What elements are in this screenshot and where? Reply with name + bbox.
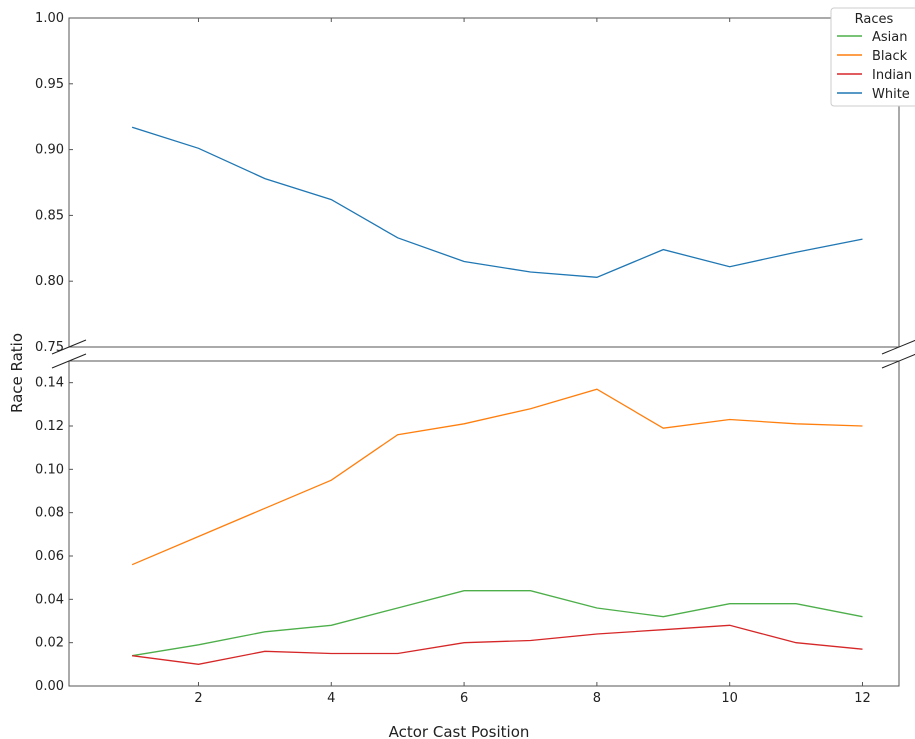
top-series-lines: [131, 126, 863, 278]
legend-label-black: Black: [872, 49, 908, 64]
x-tick-label: 12: [854, 691, 871, 706]
bottom-y-tick-label: 0.08: [35, 506, 64, 521]
bottom-break-marks: [51, 353, 915, 369]
x-tick-label: 10: [721, 691, 738, 706]
bottom-panel-frame: [68, 360, 900, 687]
bottom-y-tick-label: 0.12: [35, 419, 64, 434]
bottom-y-tick-label: 0.02: [35, 636, 64, 651]
top-y-tick-label: 0.95: [35, 77, 64, 92]
legend: Races Asian Black Indian White: [830, 7, 915, 107]
x-axis-label: Actor Cast Position: [389, 723, 530, 739]
y-axis-label: Race Ratio: [8, 333, 26, 413]
legend-label-white: White: [872, 87, 910, 102]
x-tick-label: 2: [194, 691, 202, 706]
series-line-black: [131, 388, 863, 566]
x-tick-label: 6: [460, 691, 468, 706]
top-y-tick-label: 0.80: [35, 274, 64, 289]
x-tick-label: 4: [327, 691, 335, 706]
top-x-ticks: [197, 18, 863, 22]
series-line-indian: [132, 624, 863, 665]
bottom-x-ticks: 2 4 6 8 10 12: [194, 682, 871, 706]
bottom-y-tick-label: 0.06: [35, 549, 64, 564]
bottom-y-tick-label: 0.10: [35, 462, 64, 477]
bottom-y-tick-label: 0.04: [35, 592, 64, 607]
bottom-y-ticks: 0.00 0.02 0.04 0.06 0.08 0.10 0.12 0.14: [35, 376, 73, 694]
legend-entries: Asian Black Indian White: [837, 30, 912, 102]
bottom-series-lines: [131, 388, 863, 665]
top-panel: 0.75 0.80 0.85 0.90 0.95 1.00: [35, 11, 915, 355]
top-break-marks: [51, 339, 915, 355]
top-panel-frame: [68, 17, 900, 348]
legend-title: Races: [855, 12, 894, 27]
top-y-tick-label: 0.90: [35, 143, 64, 158]
series-line-asian: [131, 590, 863, 657]
series-line-white: [131, 126, 863, 278]
legend-label-asian: Asian: [872, 30, 907, 45]
top-y-tick-label: 0.75: [35, 340, 64, 355]
top-y-ticks: 0.75 0.80 0.85 0.90 0.95 1.00: [35, 11, 73, 355]
bottom-panel: 0.00 0.02 0.04 0.06 0.08 0.10 0.12 0.14 2 4 6 8 10 1…: [35, 353, 915, 706]
bottom-y-tick-label: 0.14: [35, 376, 64, 391]
top-y-tick-label: 1.00: [35, 11, 64, 26]
legend-box: [830, 7, 915, 107]
legend-label-indian: Indian: [872, 68, 912, 83]
x-tick-label: 8: [593, 691, 601, 706]
bottom-y-tick-label: 0.00: [35, 679, 64, 694]
top-y-tick-label: 0.85: [35, 208, 64, 223]
